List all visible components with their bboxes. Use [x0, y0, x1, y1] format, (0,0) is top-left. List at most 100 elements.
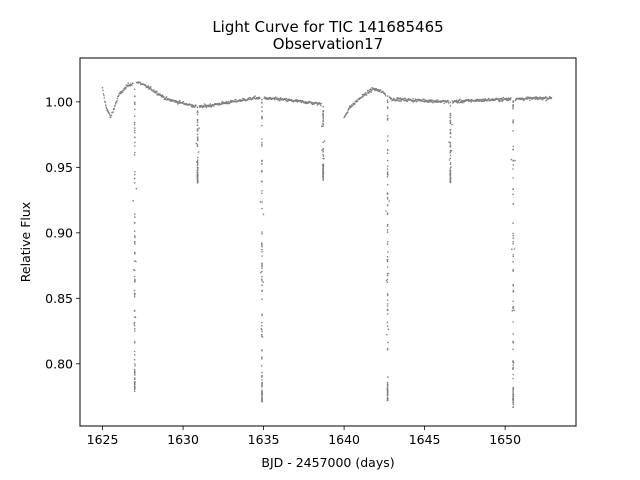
data-point — [262, 281, 264, 283]
data-point — [133, 115, 136, 117]
data-point — [145, 84, 147, 87]
data-point — [390, 97, 393, 100]
x-tick-label: 1635 — [248, 432, 280, 447]
data-point — [449, 149, 452, 152]
data-point — [134, 136, 136, 138]
data-point — [512, 395, 514, 398]
data-point — [470, 100, 472, 102]
data-point — [235, 99, 237, 101]
data-point — [386, 107, 389, 109]
data-point — [386, 196, 389, 199]
data-point — [261, 313, 263, 316]
data-point — [512, 222, 514, 224]
data-point — [387, 272, 390, 275]
data-point — [196, 106, 199, 109]
data-point — [512, 377, 514, 380]
data-point — [386, 299, 389, 302]
data-point — [367, 89, 369, 92]
data-point — [386, 305, 389, 307]
data-point — [196, 159, 199, 161]
data-point — [512, 107, 514, 110]
data-point — [512, 261, 514, 263]
data-point — [399, 97, 402, 99]
data-point — [133, 88, 136, 91]
data-point — [261, 201, 263, 203]
data-point — [512, 188, 514, 190]
data-point — [261, 350, 263, 352]
data-point — [197, 156, 199, 159]
data-point — [134, 103, 136, 105]
data-point — [133, 385, 136, 388]
data-point — [320, 102, 323, 105]
data-point — [375, 87, 377, 90]
data-point — [132, 268, 135, 271]
data-point — [449, 144, 452, 146]
data-point — [511, 309, 514, 312]
data-point — [228, 102, 231, 104]
data-point — [196, 124, 199, 127]
data-point — [348, 108, 350, 110]
data-point — [477, 98, 479, 101]
data-point — [101, 86, 104, 89]
data-point — [449, 112, 452, 115]
data-point — [449, 151, 452, 153]
data-point — [322, 175, 324, 177]
data-point — [108, 112, 111, 115]
data-point — [286, 100, 288, 103]
data-point — [447, 102, 450, 104]
data-point — [261, 298, 263, 300]
data-point — [449, 179, 452, 182]
data-point — [370, 89, 373, 92]
data-point — [134, 278, 136, 281]
data-point — [227, 101, 230, 103]
data-point — [323, 140, 326, 142]
data-point — [488, 97, 490, 100]
data-point — [196, 130, 199, 132]
data-point — [261, 376, 263, 378]
data-point — [512, 241, 514, 243]
data-point — [386, 225, 389, 227]
data-point — [110, 114, 113, 117]
data-point — [449, 176, 452, 178]
data-point — [133, 154, 136, 156]
data-point — [346, 111, 349, 113]
data-point — [512, 348, 514, 351]
data-point — [512, 401, 514, 404]
data-point — [386, 274, 389, 277]
data-point — [384, 92, 386, 95]
data-point — [512, 242, 514, 245]
data-point — [209, 103, 212, 105]
data-point — [134, 235, 136, 237]
data-point — [322, 116, 325, 118]
data-point — [386, 399, 389, 401]
data-point — [529, 99, 531, 102]
data-point — [512, 361, 515, 364]
data-point — [451, 123, 453, 126]
y-tick-label: 1.00 — [45, 94, 73, 109]
data-point — [251, 98, 254, 100]
data-point — [133, 222, 136, 224]
data-point — [196, 169, 199, 172]
data-point — [134, 145, 136, 147]
data-point — [512, 130, 514, 132]
data-point — [105, 107, 108, 110]
data-point — [261, 395, 263, 397]
data-point — [449, 131, 452, 134]
data-point — [132, 199, 134, 202]
data-point — [512, 145, 515, 148]
data-point — [104, 104, 107, 106]
data-point — [512, 397, 514, 399]
data-point — [512, 164, 515, 166]
data-point — [261, 102, 263, 104]
data-point — [386, 389, 389, 392]
data-point — [512, 106, 514, 108]
data-point — [322, 172, 325, 174]
data-point — [274, 99, 276, 101]
data-point — [387, 251, 389, 253]
data-point — [134, 380, 136, 383]
data-point — [102, 89, 104, 92]
data-point — [311, 103, 314, 106]
data-point — [386, 95, 389, 97]
data-point — [456, 99, 458, 101]
data-point — [449, 114, 452, 116]
